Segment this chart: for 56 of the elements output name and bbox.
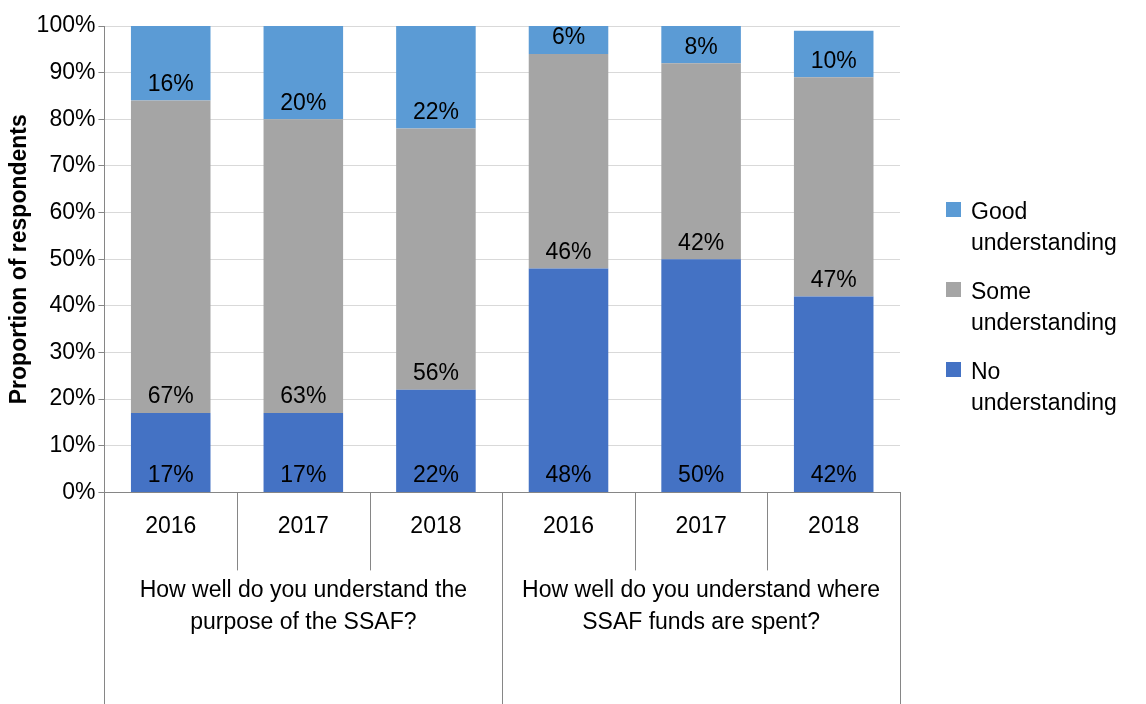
data-label: 42% [810, 461, 857, 488]
data-label: 67% [147, 382, 194, 409]
y-tick-label: 40% [49, 291, 96, 318]
x-tick-label: 2018 [410, 511, 462, 538]
text: How well do you understand the purpose of the SSAF? [139, 575, 467, 634]
y-tick-label: 70% [49, 151, 96, 178]
bar [130, 413, 211, 492]
data-label: 17% [147, 461, 194, 488]
x-tick-label: 2016 [145, 511, 197, 538]
data-label: 10% [810, 46, 857, 73]
y-axis-title: Proportion of respondents [5, 114, 32, 405]
bar [130, 26, 211, 101]
legend-label: No understanding [971, 357, 1118, 417]
text: How well do you understand where SSAF funds are spent? [522, 575, 881, 634]
bar [130, 100, 211, 414]
y-tick-label: 0% [62, 477, 96, 504]
bar [661, 63, 741, 260]
bar [793, 77, 874, 297]
bar [661, 259, 741, 492]
data-label: 48% [545, 461, 592, 488]
data-label: 8% [684, 32, 718, 59]
x-tick-label: 2017 [277, 511, 329, 538]
legend-label: Good understanding [971, 197, 1118, 257]
data-label: 6% [551, 23, 586, 50]
y-tick-label: 80% [49, 104, 96, 131]
y-tick-label: 90% [49, 57, 96, 84]
y-tick-label: 10% [49, 431, 96, 458]
bar [793, 296, 874, 492]
data-label: 16% [147, 69, 194, 96]
y-tick-label: 30% [49, 337, 96, 364]
data-label: 46% [545, 237, 592, 264]
bar [396, 128, 476, 390]
bar [396, 26, 476, 129]
data-label: 50% [678, 461, 725, 488]
data-label: 47% [810, 265, 857, 292]
y-tick-label: 20% [49, 384, 96, 411]
data-label: 22% [412, 461, 459, 488]
y-tick-label: 50% [49, 244, 96, 271]
bar [528, 53, 609, 269]
bar [396, 389, 476, 492]
bar [263, 119, 344, 414]
x-tick-label: 2016 [542, 511, 595, 538]
bar [263, 26, 344, 120]
data-label: 56% [412, 359, 459, 386]
x-tick-label: 2018 [808, 511, 860, 538]
bar [263, 413, 344, 492]
data-label: 20% [280, 88, 327, 115]
bar [528, 268, 609, 492]
y-tick-label: 60% [49, 197, 96, 224]
y-tick-label: 100% [36, 11, 96, 38]
data-label: 42% [678, 228, 725, 255]
x-tick-label: 2017 [675, 511, 727, 538]
data-label: 17% [280, 461, 327, 488]
data-label: 22% [412, 97, 459, 124]
legend-label: Some understanding [971, 277, 1118, 337]
data-label: 63% [280, 382, 327, 409]
